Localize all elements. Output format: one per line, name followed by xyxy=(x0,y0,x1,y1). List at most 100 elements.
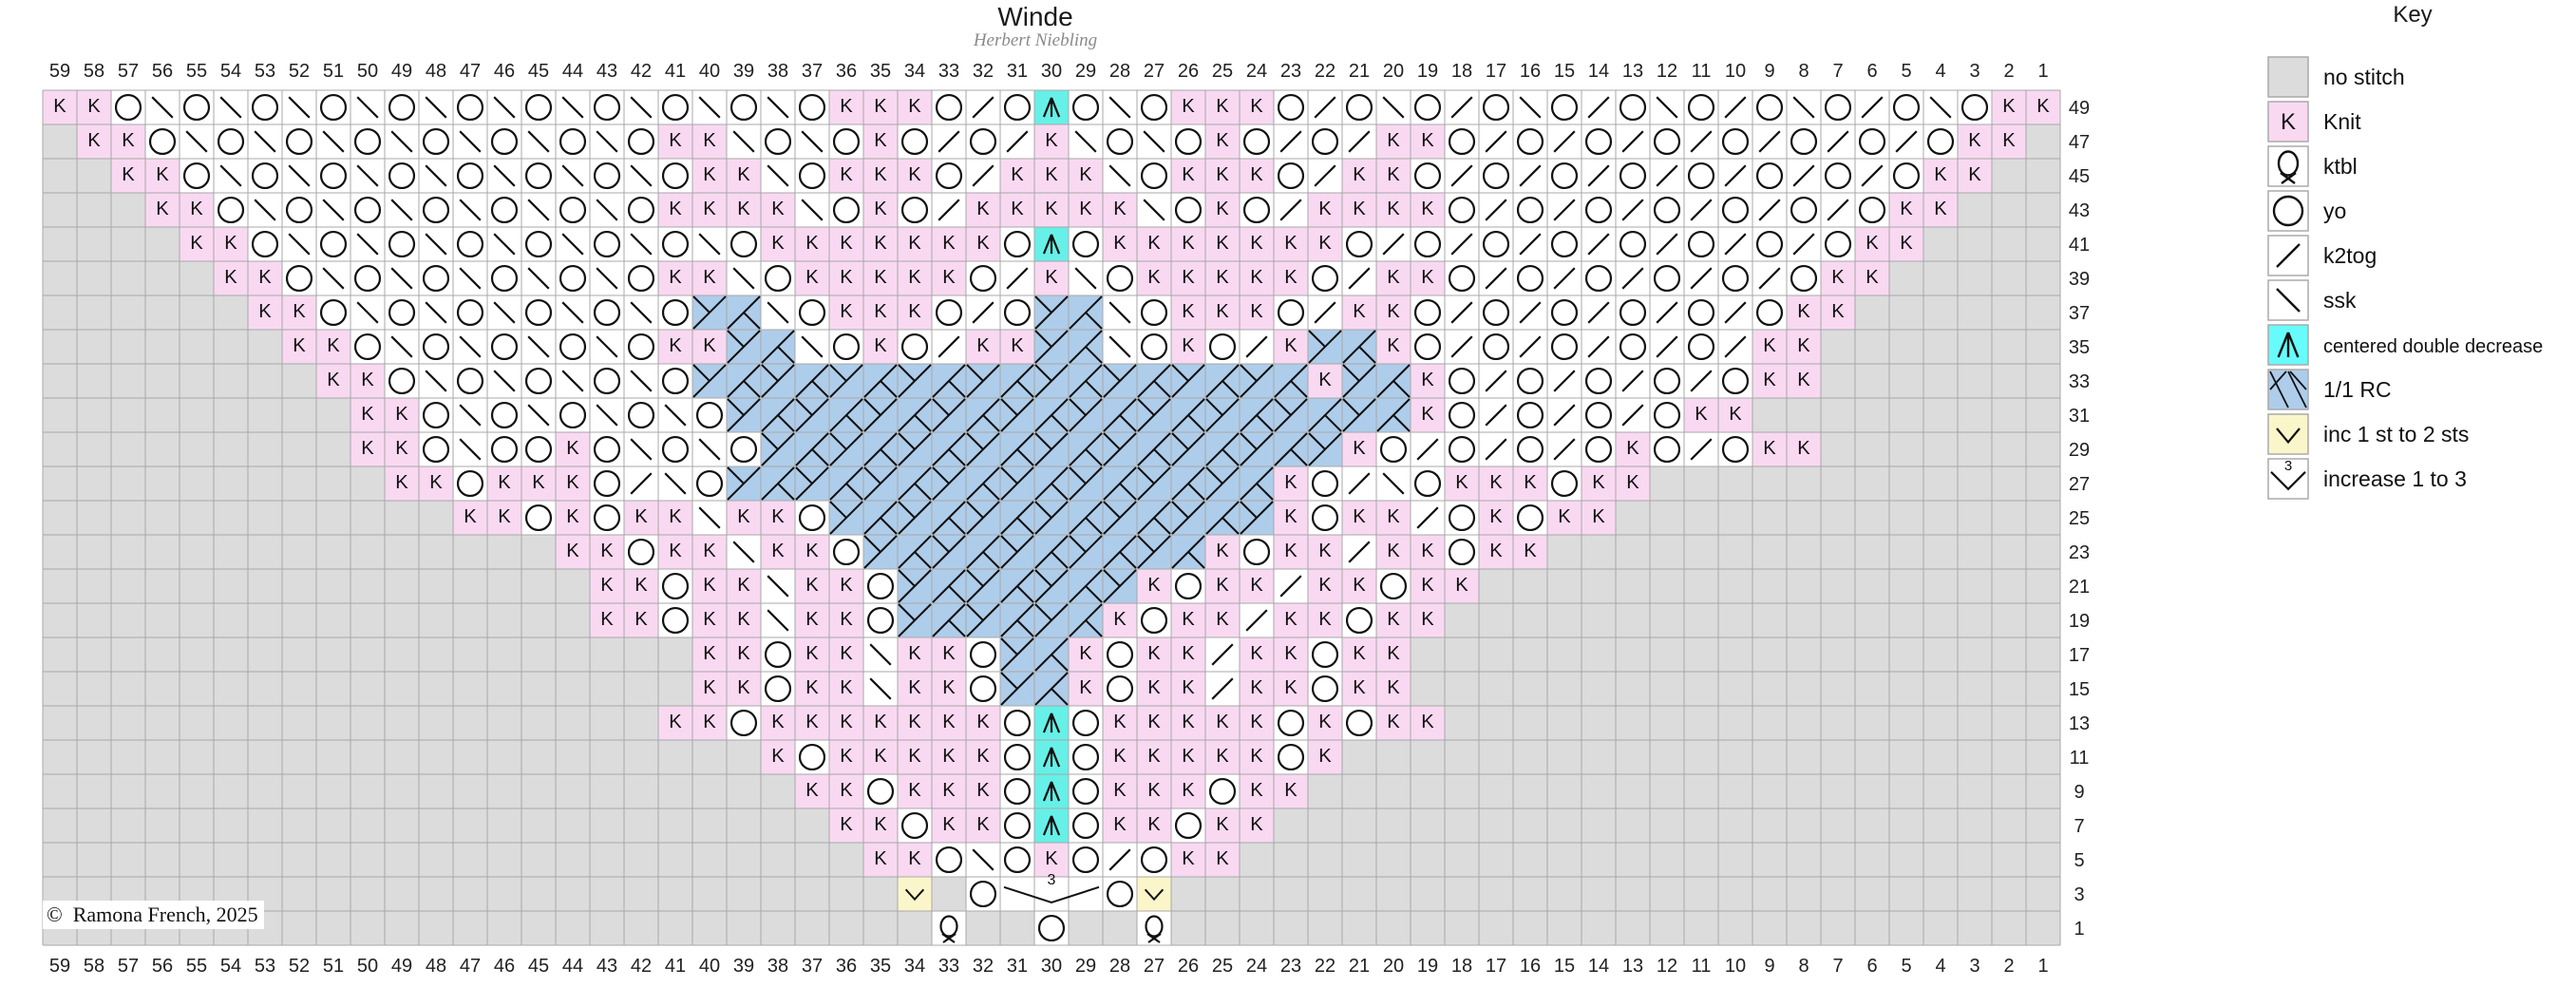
svg-text:K: K xyxy=(1216,575,1229,596)
svg-text:K: K xyxy=(1284,541,1297,561)
svg-text:K: K xyxy=(395,438,408,459)
svg-text:K: K xyxy=(1592,506,1605,527)
svg-text:15: 15 xyxy=(1554,61,1575,82)
svg-text:K: K xyxy=(1011,199,1024,219)
svg-text:K: K xyxy=(1387,541,1400,561)
svg-text:K: K xyxy=(1216,130,1229,151)
svg-text:50: 50 xyxy=(357,61,378,82)
svg-text:23: 23 xyxy=(1280,61,1301,82)
svg-text:18: 18 xyxy=(1451,956,1472,977)
svg-text:K: K xyxy=(669,335,682,356)
svg-text:K: K xyxy=(805,677,819,698)
svg-text:K: K xyxy=(908,712,921,732)
svg-text:K: K xyxy=(122,164,135,185)
svg-text:57: 57 xyxy=(118,956,139,977)
svg-text:3: 3 xyxy=(2284,458,2292,474)
svg-text:K: K xyxy=(1216,609,1229,630)
svg-text:ssk: ssk xyxy=(2323,288,2357,313)
svg-text:16: 16 xyxy=(1520,61,1541,82)
svg-text:K: K xyxy=(669,130,682,151)
svg-text:K: K xyxy=(1182,746,1195,767)
svg-text:K: K xyxy=(703,677,716,698)
svg-text:K: K xyxy=(840,643,853,664)
svg-text:K: K xyxy=(1421,199,1434,219)
svg-text:K: K xyxy=(908,301,921,322)
svg-text:K: K xyxy=(703,609,716,630)
svg-text:K: K xyxy=(1216,267,1229,288)
svg-text:K: K xyxy=(737,575,750,596)
svg-text:K: K xyxy=(1353,301,1366,322)
svg-text:K: K xyxy=(840,233,853,254)
svg-text:11: 11 xyxy=(1692,61,1712,82)
svg-text:K: K xyxy=(669,506,682,527)
svg-text:K: K xyxy=(1797,335,1810,356)
svg-text:K: K xyxy=(1387,677,1400,698)
svg-text:K: K xyxy=(1797,301,1810,322)
svg-text:K: K xyxy=(703,130,716,151)
svg-text:K: K xyxy=(669,541,682,561)
svg-text:K: K xyxy=(1113,609,1127,630)
svg-text:k2tog: k2tog xyxy=(2323,243,2377,268)
svg-text:4: 4 xyxy=(1935,956,1945,977)
svg-text:K: K xyxy=(1147,575,1161,596)
svg-text:12: 12 xyxy=(1657,956,1677,977)
svg-text:17: 17 xyxy=(1486,956,1506,977)
svg-text:K: K xyxy=(1387,130,1400,151)
svg-text:K: K xyxy=(1079,164,1092,185)
svg-text:K: K xyxy=(840,712,853,732)
svg-text:K: K xyxy=(840,746,853,767)
svg-text:K: K xyxy=(703,643,716,664)
svg-text:K: K xyxy=(1763,335,1776,356)
svg-text:5: 5 xyxy=(2074,850,2084,871)
svg-text:K: K xyxy=(600,609,614,630)
svg-text:K: K xyxy=(1113,814,1127,835)
svg-text:K: K xyxy=(1182,609,1195,630)
svg-text:3: 3 xyxy=(1969,956,1979,977)
svg-text:no stitch: no stitch xyxy=(2323,65,2405,89)
svg-text:K: K xyxy=(942,643,956,664)
svg-text:K: K xyxy=(224,233,237,254)
svg-text:15: 15 xyxy=(2069,679,2090,700)
svg-text:5: 5 xyxy=(1901,956,1911,977)
svg-text:19: 19 xyxy=(1417,61,1438,82)
svg-text:K: K xyxy=(669,712,682,732)
svg-text:K: K xyxy=(1182,96,1195,117)
svg-text:K: K xyxy=(840,301,853,322)
svg-text:K: K xyxy=(1763,438,1776,459)
svg-text:1: 1 xyxy=(2037,61,2048,82)
svg-text:17: 17 xyxy=(1486,61,1506,82)
svg-text:28: 28 xyxy=(1109,61,1130,82)
svg-text:K: K xyxy=(122,130,135,151)
svg-text:K: K xyxy=(1626,472,1639,493)
svg-text:K: K xyxy=(908,677,921,698)
svg-text:K: K xyxy=(1284,677,1297,698)
svg-text:19: 19 xyxy=(1417,956,1438,977)
svg-text:K: K xyxy=(1079,643,1092,664)
svg-text:20: 20 xyxy=(1383,61,1404,82)
svg-text:K: K xyxy=(805,575,819,596)
svg-text:K: K xyxy=(908,643,921,664)
svg-text:K: K xyxy=(1558,506,1571,527)
svg-text:K: K xyxy=(1968,130,1981,151)
svg-text:K: K xyxy=(1524,472,1537,493)
svg-text:inc 1 st to 2 sts: inc 1 st to 2 sts xyxy=(2323,422,2469,446)
svg-text:K: K xyxy=(2002,130,2016,151)
svg-text:1/1 RC: 1/1 RC xyxy=(2323,377,2392,402)
svg-text:K: K xyxy=(703,335,716,356)
svg-text:21: 21 xyxy=(2069,577,2090,598)
svg-text:K: K xyxy=(976,335,990,356)
svg-text:35: 35 xyxy=(870,956,891,977)
svg-text:1: 1 xyxy=(2037,956,2048,977)
svg-text:K: K xyxy=(805,233,819,254)
svg-text:K: K xyxy=(600,541,614,561)
svg-text:K: K xyxy=(1318,370,1332,390)
svg-text:3: 3 xyxy=(2074,884,2084,905)
svg-text:K: K xyxy=(942,233,956,254)
svg-text:54: 54 xyxy=(220,956,241,977)
svg-text:30: 30 xyxy=(1041,956,1062,977)
svg-text:11: 11 xyxy=(2070,748,2090,769)
svg-text:K: K xyxy=(361,370,374,390)
svg-text:K: K xyxy=(805,267,819,288)
svg-text:K: K xyxy=(1455,575,1468,596)
svg-text:K: K xyxy=(1421,370,1434,390)
